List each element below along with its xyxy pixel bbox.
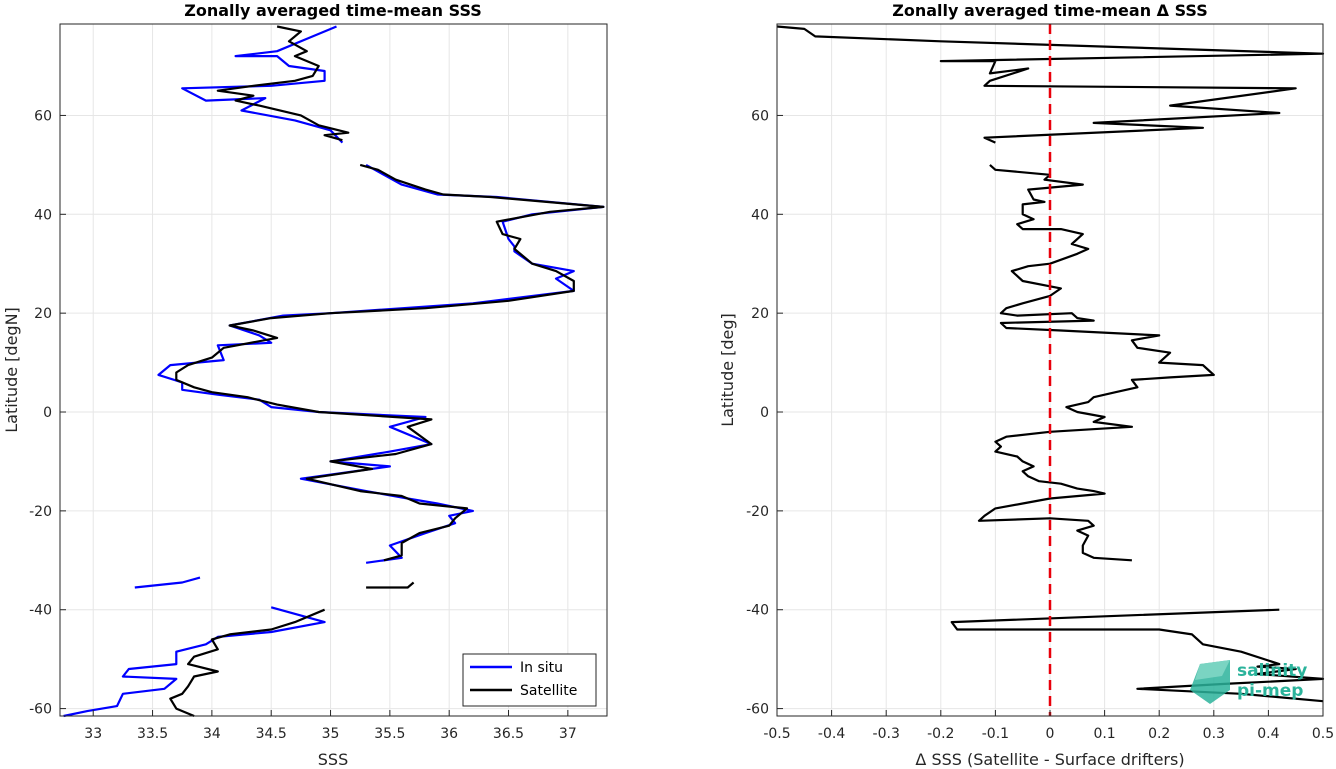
y-tick-label: 0: [43, 405, 52, 421]
y-tick-label: -60: [29, 702, 52, 718]
legend-box: [462, 653, 597, 707]
x-tick-label: 34: [203, 726, 221, 742]
left-grid: [60, 24, 607, 716]
x-tick-label: 33: [84, 726, 102, 742]
y-tick-label: 20: [751, 306, 769, 322]
x-tick-label: 0.4: [1257, 726, 1279, 742]
x-tick-label: 36.5: [493, 726, 524, 742]
y-tick-label: -20: [746, 504, 769, 520]
x-tick-label: 37: [559, 726, 577, 742]
y-tick-label: 40: [751, 207, 769, 223]
right-series: [776, 25, 1325, 703]
x-tick-label: 0.2: [1148, 726, 1170, 742]
x-tick-label: 34.5: [256, 726, 287, 742]
legend-label-satellite: Satellite: [520, 683, 577, 699]
x-tick-label: 0.1: [1093, 726, 1115, 742]
logo-text-pi-mep: pi-mep: [1237, 681, 1303, 701]
left-x-axis-label: SSS: [318, 750, 348, 769]
x-tick-label: 35.5: [374, 726, 405, 742]
left-panel: 33 33.5 34 34.5 35 35.5 36 36.5 37 -60 -40 -20 0 20 40…: [2, 1, 608, 769]
left-axes-box: [59, 23, 608, 717]
x-tick-label: -0.5: [763, 726, 790, 742]
y-tick-label: 40: [34, 207, 52, 223]
legend-label-in-situ: In situ: [520, 660, 563, 676]
right-panel: -0.5 -0.4 -0.3 -0.2 -0.1 0 0.1 0.2 0.3 0.4 0.5 -60 -…: [718, 1, 1334, 769]
x-tick-label: 0.5: [1312, 726, 1334, 742]
x-tick-label: -0.4: [818, 726, 845, 742]
right-chart-title: Zonally averaged time-mean Δ SSS: [892, 1, 1208, 20]
series-line-in-situ: [157, 163, 605, 564]
series-line-satellite: [175, 163, 605, 562]
left-y-axis-label: Latitude [degN]: [2, 307, 21, 433]
legend: In situ Satellite: [462, 653, 597, 707]
y-tick-label: -60: [746, 702, 769, 718]
series-line-satellite: [366, 581, 415, 589]
x-tick-label: -0.1: [982, 726, 1009, 742]
y-tick-label: 60: [34, 108, 52, 124]
series-line-series-0: [950, 608, 1325, 703]
y-tick-label: -40: [29, 603, 52, 619]
y-tick-label: -20: [29, 504, 52, 520]
y-tick-label: 60: [751, 108, 769, 124]
series-line-in-situ: [181, 25, 344, 144]
y-tick-label: -40: [746, 603, 769, 619]
x-tick-label: 0: [1046, 726, 1055, 742]
right-x-axis-label: Δ SSS (Satellite - Surface drifters): [915, 750, 1184, 769]
x-tick-label: 35: [322, 726, 340, 742]
series-line-satellite: [216, 25, 350, 142]
left-chart-title: Zonally averaged time-mean SSS: [184, 1, 482, 20]
x-tick-label: -0.3: [873, 726, 900, 742]
series-line-series-0: [977, 164, 1215, 562]
series-line-series-0: [776, 25, 1325, 144]
series-line-in-situ: [134, 576, 201, 589]
x-tick-label: 33.5: [137, 726, 168, 742]
right-y-axis-label: Latitude [deg]: [718, 313, 737, 427]
series-line-in-situ: [63, 606, 326, 718]
logo-text-salinity: salinity: [1237, 661, 1307, 681]
logo-cube-shade: [1195, 660, 1230, 680]
y-tick-label: 20: [34, 306, 52, 322]
series-line-satellite: [169, 608, 326, 718]
x-tick-label: 0.3: [1203, 726, 1225, 742]
x-tick-label: -0.2: [927, 726, 954, 742]
right-ticks: -0.5 -0.4 -0.3 -0.2 -0.1 0 0.1 0.2 0.3 0.4 0.5 -60 -…: [746, 108, 1334, 742]
left-ticks: 33 33.5 34 34.5 35 35.5 36 36.5 37 -60 -40 -20 0 20 40…: [29, 108, 577, 742]
left-series: [63, 25, 605, 718]
x-tick-label: 36: [440, 726, 458, 742]
y-tick-label: 0: [760, 405, 769, 421]
salinity-pi-mep-logo: salinity pi-mep: [1190, 660, 1307, 704]
